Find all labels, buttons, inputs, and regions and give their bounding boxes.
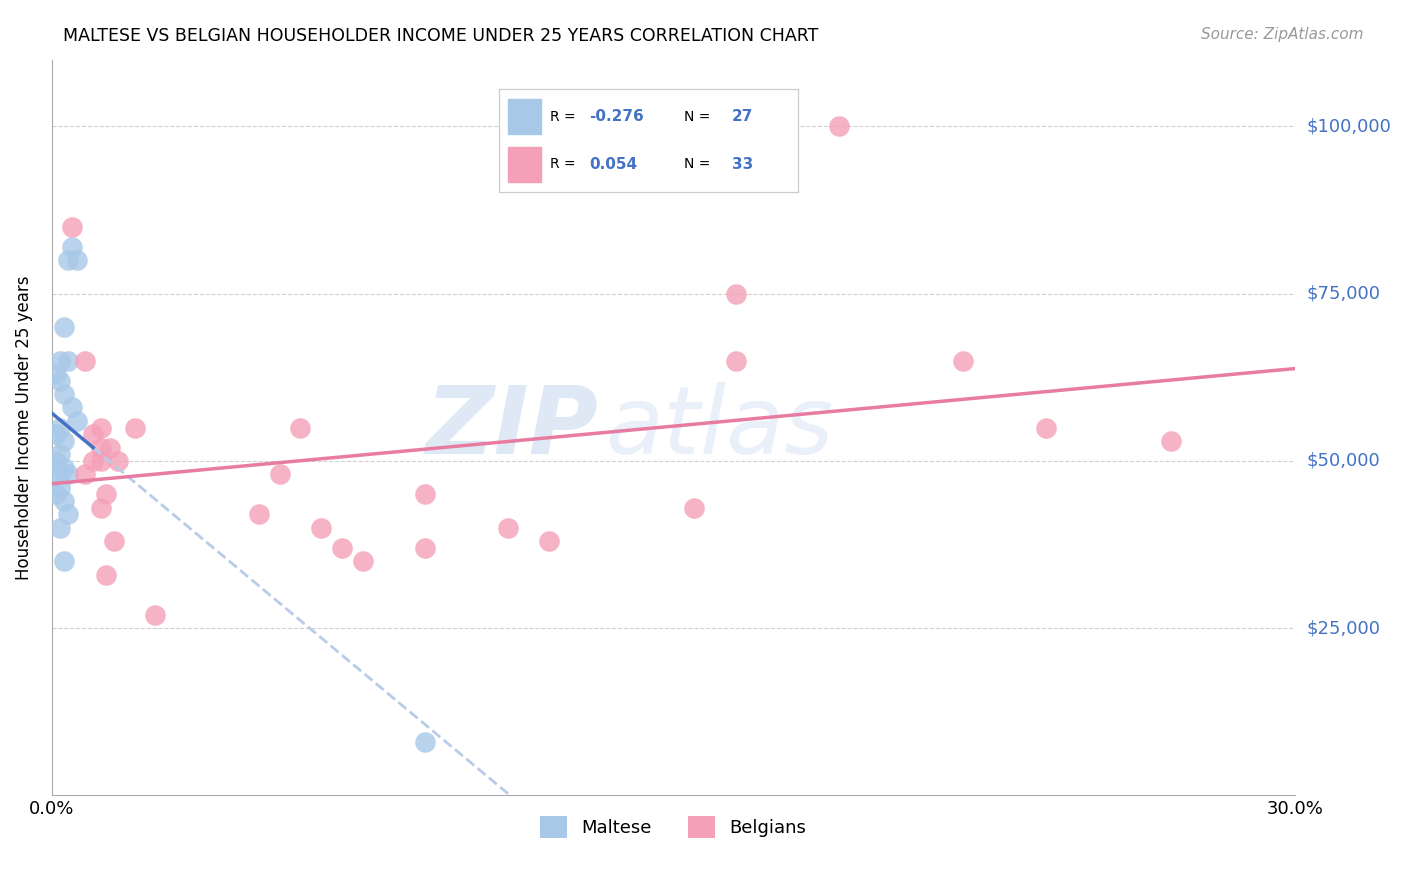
Point — [90, 500, 112, 515]
Y-axis label: Householder Income Under 25 years: Householder Income Under 25 years — [15, 276, 32, 580]
Point — [49, 481, 72, 495]
Point — [413, 541, 436, 555]
Point — [62, 240, 84, 254]
Point — [49, 467, 72, 482]
Point — [290, 420, 312, 434]
Point — [828, 120, 851, 134]
Point — [53, 387, 76, 401]
Text: $25,000: $25,000 — [1306, 619, 1381, 637]
Text: $100,000: $100,000 — [1306, 118, 1391, 136]
Point — [58, 253, 80, 268]
Point — [90, 454, 112, 468]
Point — [496, 521, 519, 535]
Point — [53, 554, 76, 568]
Point — [82, 427, 104, 442]
Point — [58, 508, 80, 522]
Point — [309, 521, 332, 535]
Point — [143, 607, 166, 622]
Text: ZIP: ZIP — [426, 382, 599, 474]
Point — [62, 401, 84, 415]
Point — [952, 353, 974, 368]
Point — [49, 521, 72, 535]
Point — [45, 427, 67, 442]
Text: Source: ZipAtlas.com: Source: ZipAtlas.com — [1201, 27, 1364, 42]
Point — [53, 320, 76, 334]
Point — [45, 454, 67, 468]
Point — [247, 508, 270, 522]
Point — [49, 353, 72, 368]
Point — [53, 434, 76, 448]
Point — [98, 441, 121, 455]
Text: MALTESE VS BELGIAN HOUSEHOLDER INCOME UNDER 25 YEARS CORRELATION CHART: MALTESE VS BELGIAN HOUSEHOLDER INCOME UN… — [63, 27, 818, 45]
Point — [107, 454, 129, 468]
Point — [82, 454, 104, 468]
Point — [352, 554, 374, 568]
Point — [124, 420, 146, 434]
Point — [724, 286, 747, 301]
Point — [53, 460, 76, 475]
Point — [1160, 434, 1182, 448]
Point — [413, 487, 436, 501]
Point — [49, 420, 72, 434]
Point — [53, 494, 76, 508]
Point — [90, 441, 112, 455]
Point — [413, 735, 436, 749]
Point — [58, 467, 80, 482]
Point — [538, 534, 561, 549]
Point — [103, 534, 125, 549]
Text: $50,000: $50,000 — [1306, 452, 1379, 470]
Point — [73, 353, 96, 368]
Text: atlas: atlas — [605, 382, 834, 473]
Point — [724, 353, 747, 368]
Point — [58, 353, 80, 368]
Point — [90, 420, 112, 434]
Point — [330, 541, 353, 555]
Point — [49, 447, 72, 461]
Point — [49, 374, 72, 388]
Point — [73, 467, 96, 482]
Point — [45, 460, 67, 475]
Point — [45, 367, 67, 381]
Point — [65, 253, 87, 268]
Point — [94, 487, 117, 501]
Text: $75,000: $75,000 — [1306, 285, 1381, 302]
Point — [65, 414, 87, 428]
Point — [45, 487, 67, 501]
Point — [62, 219, 84, 234]
Point — [269, 467, 291, 482]
Point — [1035, 420, 1057, 434]
Point — [683, 500, 706, 515]
Point — [94, 567, 117, 582]
Legend: Maltese, Belgians: Maltese, Belgians — [533, 809, 814, 846]
